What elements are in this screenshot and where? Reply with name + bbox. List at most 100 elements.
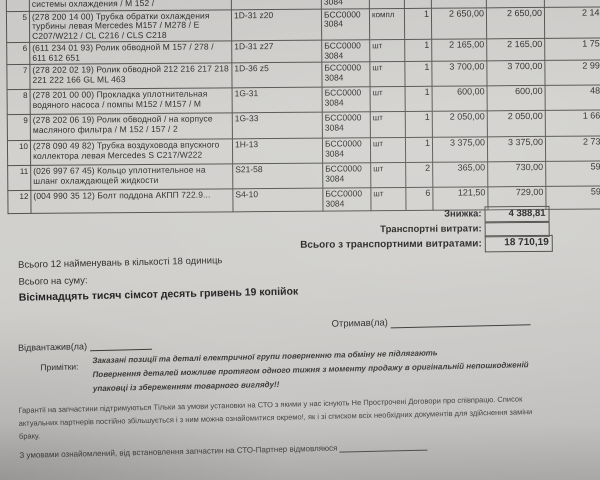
cell-qty: 1 xyxy=(404,7,432,40)
cell-qty xyxy=(404,0,432,8)
cell-unit: шт xyxy=(370,86,406,112)
cell-unit: шт xyxy=(370,187,407,211)
code-line2: 3084 xyxy=(324,96,344,108)
cell-price: 121,50 xyxy=(432,186,489,211)
cell-row-number: 12 xyxy=(7,190,32,214)
cell-price: 2 165,00 xyxy=(431,38,487,62)
code-line2: 3084 xyxy=(323,18,343,29)
cell-unit: шт xyxy=(370,162,406,188)
notes-line-3: упаковці із збереженням товарного вигляд… xyxy=(92,379,280,394)
received-signature: Отримав(ла) xyxy=(331,314,531,330)
cell-unit: шт xyxy=(369,61,406,87)
cell-description: (278 202 06 19) Ролик обводной / на корп… xyxy=(30,112,233,141)
code-line2: 3084 xyxy=(324,121,344,133)
cell-unit: шт xyxy=(370,111,406,138)
total-sum-caption: Всього на суму: xyxy=(18,275,88,288)
discount-label: Знижка: xyxy=(444,208,482,220)
cell-location: 1D-31 z27 xyxy=(231,40,322,63)
cell-unit: шт xyxy=(369,39,405,62)
cell-sum: 730,00 xyxy=(487,161,546,187)
cell-description: (611 234 01 93) Ролик обводной М 157 / 2… xyxy=(29,40,232,65)
cell-discounted-sum: 590,4 xyxy=(545,185,600,210)
cell-price: 2 650,00 xyxy=(431,7,487,40)
parts-table: системы охлаждения / М 152 / 3084 5 (278… xyxy=(6,0,600,214)
cell-unit: шт xyxy=(370,137,406,163)
cell-code: БСС0000 3084 xyxy=(322,137,371,164)
cell-description: (278 201 00 00) Прокладка уплотнительная… xyxy=(30,87,233,115)
cell-discounted-sum: 1 753,6 xyxy=(544,37,600,61)
cell-row-number: 10 xyxy=(7,140,31,166)
items-count-line: Всього 12 найменувань в кількості 18 оди… xyxy=(17,255,223,271)
cell-qty: 1 xyxy=(405,111,433,138)
cell-discounted-sum: 2 733,7 xyxy=(545,135,600,162)
cell-location: 1G-31 xyxy=(232,87,323,113)
agreement-text: З умовами ознайомлений, від встановлення… xyxy=(19,443,338,460)
agreement-signature-line xyxy=(339,440,428,453)
cell-location: S4-10 xyxy=(232,188,324,212)
cell-sum: 2 165,00 xyxy=(486,38,545,61)
guarantee-line-3: браку. xyxy=(18,431,41,441)
code-line2: 3084 xyxy=(325,172,345,184)
received-label: Отримав(ла) xyxy=(331,317,389,330)
cell-sum: 2 050,00 xyxy=(487,110,546,137)
code-line2: 3084 xyxy=(324,49,344,61)
cell-location: S21-58 xyxy=(232,163,323,189)
cell-discounted-sum: 2 146,5 xyxy=(544,6,600,39)
code-line2: 3084 xyxy=(324,71,344,83)
cell-qty: 6 xyxy=(405,187,434,211)
cell-code: БСС0000 3084 xyxy=(321,8,370,41)
cell-description: (278 090 49 82) Трубка воздуховода впуск… xyxy=(30,138,233,166)
cell-qty: 1 xyxy=(405,137,433,163)
cell-row-number: 6 xyxy=(6,42,30,65)
table-row: 5 (278 200 14 00) Трубка обратки охлажде… xyxy=(6,6,600,43)
shipped-signature-line xyxy=(89,339,152,352)
cell-row-number: 9 xyxy=(7,114,31,141)
code-line2: 3084 xyxy=(325,197,345,209)
cell-location: 1D-36 z5 xyxy=(231,62,323,88)
cell-location: 1D-31 z20 xyxy=(231,8,322,41)
cell-code: БСС0000 3084 xyxy=(321,61,371,88)
cell-price: 2 050,00 xyxy=(432,110,488,138)
received-signature-line xyxy=(390,315,531,329)
cell-discounted-sum: 486,0 xyxy=(545,84,600,111)
cell-description: (278 200 14 00) Трубка обратки охлаждени… xyxy=(29,9,232,43)
cell-price: 3 375,00 xyxy=(432,136,488,163)
cell-price: 365,00 xyxy=(432,161,488,188)
cell-description: (278 202 02 19) Ролик обводной 212 216 2… xyxy=(29,62,233,90)
cell-location: 1G-33 xyxy=(232,112,323,139)
cell-qty: 1 xyxy=(404,39,432,62)
cell-location: 1H-13 xyxy=(232,138,323,164)
cell-code: БСС0000 3084 xyxy=(322,162,371,189)
totals-and-notes-section: Всього 12 найменувань в кількості 18 оди… xyxy=(0,236,600,480)
cell-row-number: 7 xyxy=(6,64,31,90)
cell-discounted-sum: 2 997,0 xyxy=(544,59,600,86)
cell-unit: компл xyxy=(369,7,405,40)
cell-description: (004 990 35 12) Болт поддона АКПП 722.9.… xyxy=(30,188,234,214)
cell-sum: 600,00 xyxy=(487,85,546,111)
shipped-signature: Відвантажив(ла) xyxy=(18,339,152,353)
cell-sum: 2 650,00 xyxy=(486,6,545,39)
amount-in-words: Вісімнадцять тисяч сімсот десять гривень… xyxy=(18,285,299,304)
cell-price: 3 700,00 xyxy=(431,60,488,87)
cell-discounted-sum: 591,3 xyxy=(545,160,600,187)
cell-code: БСС0000 3084 xyxy=(321,39,370,63)
cell-row-number: 5 xyxy=(6,10,30,43)
cell-price: 600,00 xyxy=(432,85,488,112)
notes-label: Примітки: xyxy=(40,361,79,373)
cell-sum: 3 700,00 xyxy=(486,60,546,86)
cell-sum: 3 375,00 xyxy=(487,136,546,162)
cell-discounted-sum: 1 660,5 xyxy=(545,109,600,137)
agreement-line: З умовами ознайомлений, від встановлення… xyxy=(19,440,428,460)
cell-code: БСС0000 3084 xyxy=(322,111,371,139)
cell-code: БСС0000 3084 xyxy=(322,86,371,113)
discount-value: 4 388,81 xyxy=(484,205,550,223)
cell-row-number: 11 xyxy=(7,165,31,191)
transport-costs-label: Транспортні витрати: xyxy=(380,223,482,236)
code-line2: 3084 xyxy=(325,147,345,159)
cell-description: (026 997 67 45) Кольцо уплотнительное на… xyxy=(30,163,233,191)
cell-row-number: 8 xyxy=(7,89,31,115)
cell-code: БСС0000 3084 xyxy=(322,187,372,212)
cell-qty: 1 xyxy=(404,61,433,87)
cell-qty: 1 xyxy=(405,86,433,112)
